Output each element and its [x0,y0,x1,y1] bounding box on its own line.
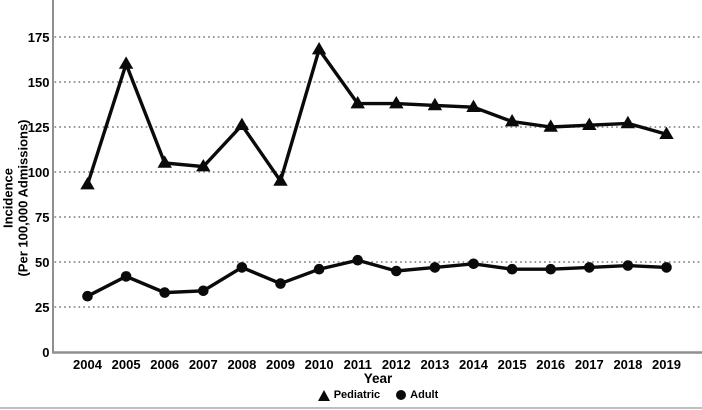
pediatric-line [85,45,667,186]
adult-line [86,258,667,298]
x-tick-label: 2008 [227,357,256,372]
adult-point [198,285,209,297]
adult-point [661,262,672,273]
pediatric-point [504,114,520,127]
x-tick-label: 2007 [189,357,218,372]
pediatric-point [157,155,172,168]
y-tick-label: 25 [35,300,49,315]
x-tick-label: 2011 [344,357,372,372]
legend: Pediatric Adult [0,389,702,401]
figure-bottom-edge [0,407,702,409]
y-axis-title-line1: Incidence [0,168,16,228]
adult-point [352,254,364,266]
x-tick-label: 2006 [150,357,179,372]
x-tick-label: 2009 [266,357,295,372]
x-tick-label: 2014 [459,357,489,372]
pediatric-point [80,177,95,190]
y-tick-label: 125 [28,120,50,135]
adult-point [506,263,518,275]
adult-point [236,262,248,273]
pediatric-point [582,117,597,130]
adult-point [584,262,595,273]
adult-point [82,290,93,302]
x-tick-label: 2015 [498,357,527,372]
adult-point [468,258,479,270]
y-tick-label: 150 [28,75,50,90]
x-tick-label: 2019 [652,357,681,372]
legend-label-pediatric: Pediatric [333,389,381,401]
pediatric-point [543,119,558,132]
pediatric-point [350,96,365,109]
adult-point [429,262,441,273]
pediatric-point [118,56,134,69]
adult-point [313,263,325,275]
triangle-marker-icon [317,389,330,401]
pediatric-point [659,126,674,139]
legend-item-pediatric: Pediatric [317,389,381,401]
x-tick-label: 2004 [73,357,103,372]
y-tick-label: 0 [42,345,49,360]
circle-marker-icon [396,390,407,400]
pediatric-point [273,173,288,186]
x-tick-label: 2005 [112,357,141,372]
pediatric-point [196,159,211,172]
pediatric-point [311,42,327,55]
y-tick-label: 75 [35,210,49,225]
y-tick-label: 50 [35,255,49,270]
pediatric-point [620,115,636,129]
y-axis-title: Incidence (Per 100,000 Admissions) [0,119,31,277]
x-tick-label: 2018 [613,357,642,372]
x-tick-label: 2013 [420,357,449,372]
y-tick-label: 175 [28,30,50,45]
adult-point [275,278,286,289]
legend-label-adult: Adult [410,389,439,401]
pediatric-point [234,117,250,130]
adult-point [159,287,170,298]
legend-item-adult: Adult [396,389,438,401]
x-tick-label: 2012 [382,357,411,372]
x-tick-label: 2016 [536,357,565,372]
pediatric-point [466,99,481,112]
adult-point [120,271,132,282]
y-tick-label: 100 [28,165,50,180]
x-tick-label: 2017 [575,357,604,372]
pediatric-point [427,97,443,111]
adult-point [622,260,634,271]
pediatric-point [389,96,404,109]
adult-point [391,265,402,277]
adult-point [545,263,556,275]
x-axis-title: Year [363,371,393,386]
y-axis-title-line2: (Per 100,000 Admissions) [15,119,30,277]
x-tick-label: 2010 [305,357,334,372]
